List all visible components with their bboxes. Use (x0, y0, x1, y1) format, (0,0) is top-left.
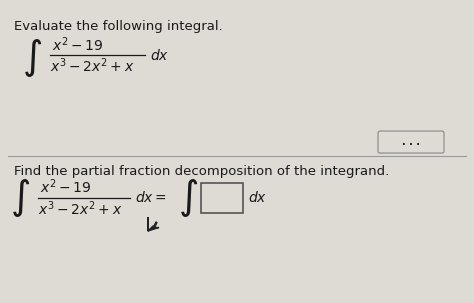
Text: $\int$: $\int$ (178, 177, 198, 219)
Polygon shape (148, 217, 159, 231)
Text: $\int$: $\int$ (10, 177, 30, 219)
Text: $\int$: $\int$ (22, 37, 42, 79)
Text: $dx$: $dx$ (150, 48, 169, 62)
Text: $x^3 - 2x^2 + x$: $x^3 - 2x^2 + x$ (50, 57, 135, 75)
Text: . . .: . . . (402, 137, 420, 147)
Text: $x^3 - 2x^2 + x$: $x^3 - 2x^2 + x$ (38, 200, 122, 218)
FancyBboxPatch shape (0, 0, 474, 156)
FancyBboxPatch shape (0, 156, 474, 303)
FancyBboxPatch shape (201, 183, 243, 213)
Text: $x^2 - 19$: $x^2 - 19$ (40, 178, 91, 196)
FancyBboxPatch shape (378, 131, 444, 153)
Text: Evaluate the following integral.: Evaluate the following integral. (14, 20, 223, 33)
Text: Find the partial fraction decomposition of the integrand.: Find the partial fraction decomposition … (14, 165, 389, 178)
Text: $x^2 - 19$: $x^2 - 19$ (52, 36, 103, 54)
Text: $dx$: $dx$ (248, 191, 267, 205)
Text: $dx =$: $dx =$ (135, 191, 167, 205)
